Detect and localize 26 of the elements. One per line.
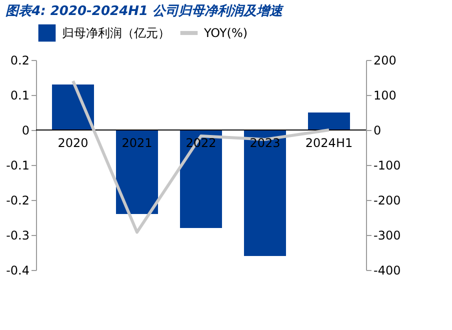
- bar: [180, 130, 222, 228]
- bar: [116, 130, 158, 214]
- bar: [308, 112, 350, 130]
- chart-title: 图表4: 2020-2024H1 公司归母净利润及增速: [6, 3, 285, 19]
- y-tick-label: -0.2: [6, 194, 30, 208]
- x-tick-label: 2020: [58, 136, 88, 150]
- y-tick-label: -0.4: [6, 264, 30, 278]
- x-tick-label: 2024H1: [305, 136, 353, 150]
- legend-label: YOY(%): [203, 26, 248, 40]
- y-tick-label: 0.1: [10, 88, 30, 102]
- y2-tick-label: 0: [374, 124, 382, 138]
- y-tick-label: -0.3: [6, 228, 30, 242]
- y2-tick-label: -100: [374, 158, 401, 172]
- y-tick-label: -0.1: [6, 158, 30, 172]
- y2-tick-label: -200: [374, 194, 401, 208]
- y2-tick-label: 100: [374, 88, 396, 102]
- y-tick-label: 0.2: [10, 54, 30, 68]
- y2-tick-label: -400: [374, 264, 401, 278]
- x-tick-label: 2023: [250, 136, 280, 150]
- legend-label: 归母净利润（亿元）: [62, 26, 170, 40]
- bar: [244, 130, 286, 256]
- x-tick-label: 2021: [122, 136, 152, 150]
- y2-tick-label: 200: [374, 54, 396, 68]
- bar: [52, 84, 94, 130]
- y-tick-label: 0: [22, 124, 30, 138]
- y2-tick-label: -300: [374, 228, 401, 242]
